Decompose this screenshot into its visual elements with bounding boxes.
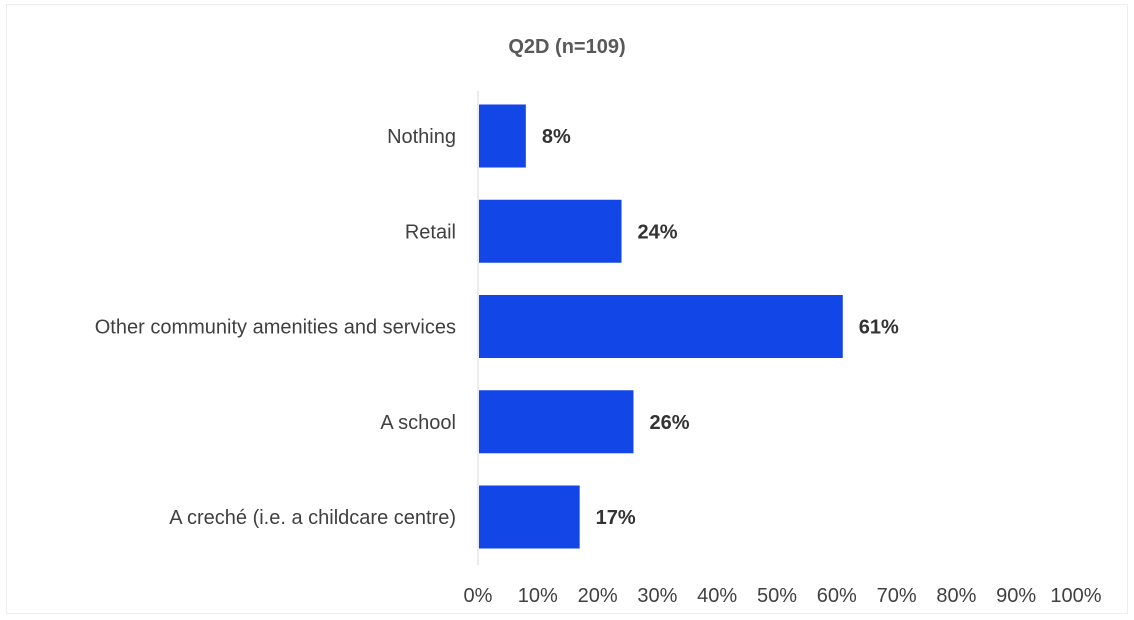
x-tick-label: 50% xyxy=(757,585,797,607)
x-tick-label: 30% xyxy=(637,585,677,607)
x-tick-label: 40% xyxy=(697,585,737,607)
data-label: 24% xyxy=(638,221,678,243)
category-label: A creché (i.e. a childcare centre) xyxy=(169,507,456,529)
bar xyxy=(479,104,526,168)
x-tick-label: 10% xyxy=(518,585,558,607)
category-label: A school xyxy=(380,412,456,434)
chart-frame xyxy=(6,4,1128,614)
bars-group: Nothing 8% Retail 24% Other community amenit… xyxy=(95,104,899,549)
bar xyxy=(479,485,580,549)
bar xyxy=(479,295,843,358)
bar xyxy=(479,199,622,263)
x-tick-label: 60% xyxy=(817,585,857,607)
chart-title: Q2D (n=109) xyxy=(508,36,625,58)
x-tick-label: 90% xyxy=(996,585,1036,607)
x-axis-tick-labels: 0% 10% 20% 30% 40% 50% 60% 70% 80% 90% 100% xyxy=(464,585,1102,607)
data-label: 61% xyxy=(859,317,899,339)
category-label: Nothing xyxy=(387,126,456,148)
data-label: 26% xyxy=(649,412,689,434)
x-tick-label: 80% xyxy=(936,585,976,607)
data-label: 8% xyxy=(542,126,571,148)
x-tick-label: 20% xyxy=(578,585,618,607)
bar xyxy=(479,390,634,454)
x-tick-label: 0% xyxy=(464,585,493,607)
data-label: 17% xyxy=(596,507,636,529)
category-label: Other community amenities and services xyxy=(95,317,456,339)
x-tick-label: 100% xyxy=(1050,585,1101,607)
x-tick-label: 70% xyxy=(877,585,917,607)
category-label: Retail xyxy=(405,221,456,243)
